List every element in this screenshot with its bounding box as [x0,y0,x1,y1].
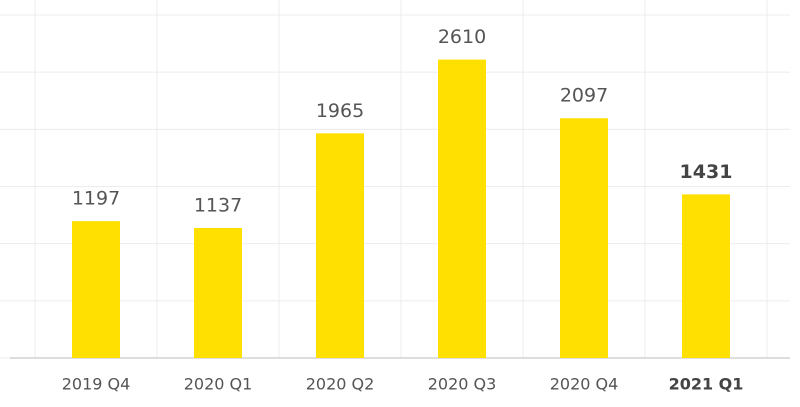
bar [682,194,730,358]
x-tick-label: 2020 Q3 [428,375,497,394]
x-tick-label: 2020 Q1 [184,375,253,394]
value-label: 1965 [316,100,364,122]
value-label: 1197 [72,188,120,210]
value-label: 1431 [680,161,733,183]
value-label: 2097 [560,85,608,107]
value-label: 1137 [194,195,242,217]
x-tick-label: 2019 Q4 [62,375,131,394]
bar [438,59,486,359]
x-tick-label: 2020 Q2 [306,375,375,394]
bar [560,118,608,358]
bar [194,228,242,358]
bar [316,133,364,358]
x-tick-label: 2020 Q4 [550,375,619,394]
value-label: 2610 [438,26,486,48]
x-tick-label: 2021 Q1 [669,375,744,394]
bar [72,221,120,358]
